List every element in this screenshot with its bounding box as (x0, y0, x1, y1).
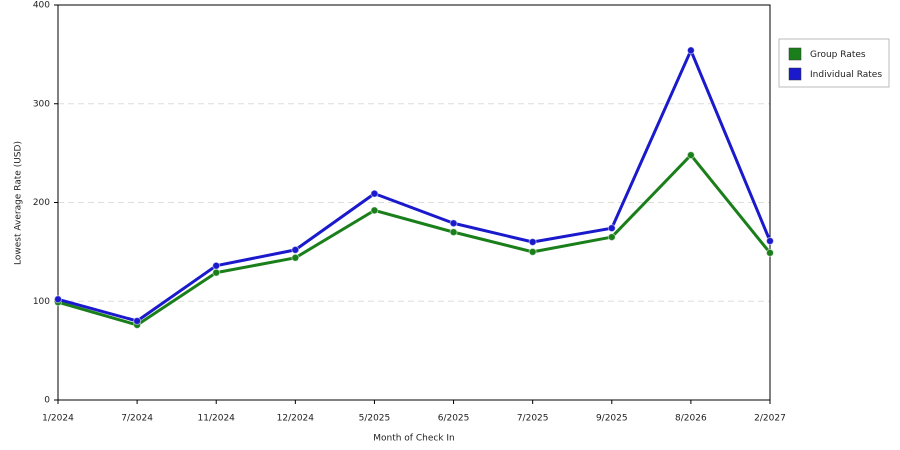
x-tick-label: 6/2025 (438, 414, 470, 424)
data-point (766, 237, 774, 246)
legend-label: Individual Rates (810, 70, 882, 80)
x-tick-label: 7/2024 (121, 414, 153, 424)
plot-frame (57, 4, 771, 401)
legend-swatch (788, 67, 802, 81)
x-tick-label: 5/2025 (359, 414, 391, 424)
legend-swatch (788, 47, 802, 61)
data-point (528, 247, 537, 256)
x-tick-label: 2/2027 (754, 414, 786, 424)
y-tick-label: 200 (33, 198, 50, 208)
x-tick-label: 8/2026 (675, 414, 707, 424)
x-tick-label: 12/2024 (277, 414, 315, 424)
x-tick-label: 1/2024 (42, 414, 74, 424)
data-point (686, 46, 695, 55)
data-point (133, 317, 142, 325)
data-point (686, 151, 695, 160)
data-point (370, 189, 379, 198)
y-tick-label: 400 (33, 1, 50, 11)
data-point (212, 261, 221, 270)
x-tick-label: 9/2025 (596, 414, 628, 424)
data-point (607, 224, 616, 233)
data-point (528, 238, 537, 246)
y-tick-label: 300 (33, 99, 50, 109)
x-axis-label: Month of Check In (373, 434, 455, 444)
y-tick-label: 100 (33, 297, 50, 307)
data-point (449, 228, 458, 237)
data-point (212, 268, 221, 277)
data-point (766, 248, 774, 257)
series-line (57, 48, 772, 323)
x-tick-label: 7/2025 (517, 414, 549, 424)
x-tick-label: 11/2024 (198, 414, 236, 424)
data-point (54, 295, 62, 304)
data-point (449, 219, 458, 228)
y-axis-label: Lowest Average Rate (USD) (14, 141, 24, 265)
data-point (370, 206, 379, 215)
series-line (57, 153, 772, 327)
data-point (607, 233, 616, 242)
y-tick-label: 0 (44, 396, 50, 406)
data-point (291, 253, 300, 262)
legend-label: Group Rates (810, 50, 866, 60)
data-point (291, 245, 300, 254)
